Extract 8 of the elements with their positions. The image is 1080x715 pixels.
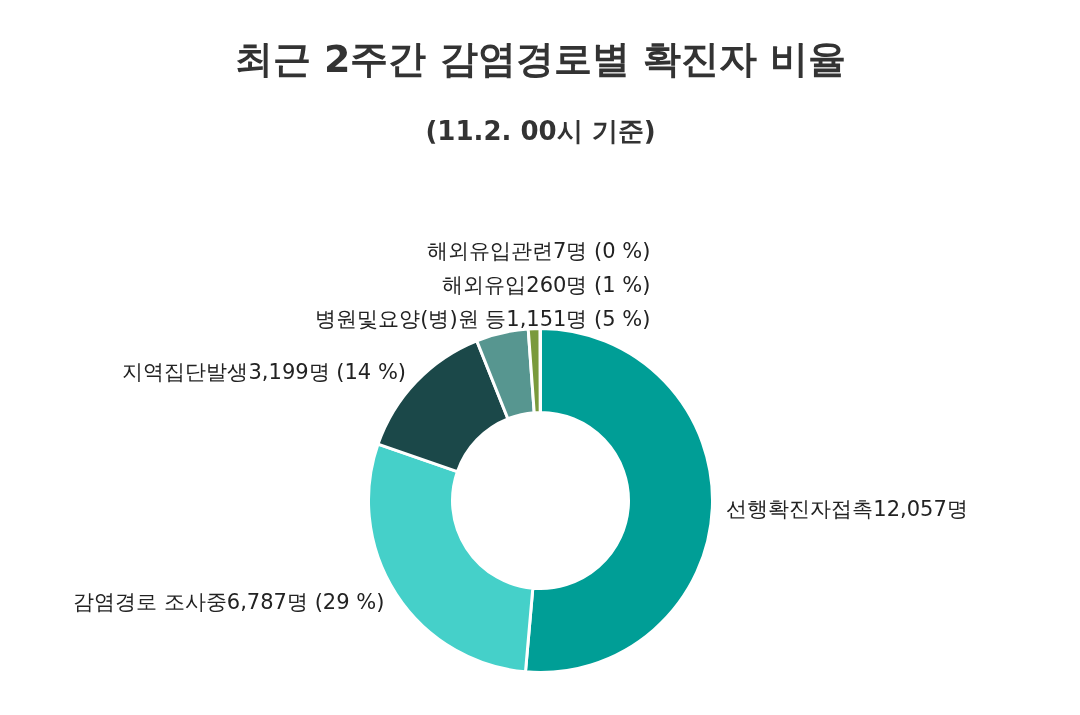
slice-label: 해외유입관련7명 (0 %) — [427, 239, 651, 264]
slice-label: 선행확진자접촉12,057명 — [726, 496, 968, 521]
slice-label: 해외유입260명 (1 %) — [442, 273, 651, 298]
slice-label: 병원및요양(병)원 등1,151명 (5 %) — [315, 307, 651, 332]
slice-label: 지역집단발생3,199명 (14 %) — [122, 360, 407, 384]
chart-subtitle: (11.2. 00시 기준) — [425, 115, 656, 146]
slice-label: 감염경로 조사중6,787명 (29 %) — [73, 589, 385, 614]
chart-title: 최근 2주간 감염경로별 확진자 비율 — [234, 36, 847, 81]
